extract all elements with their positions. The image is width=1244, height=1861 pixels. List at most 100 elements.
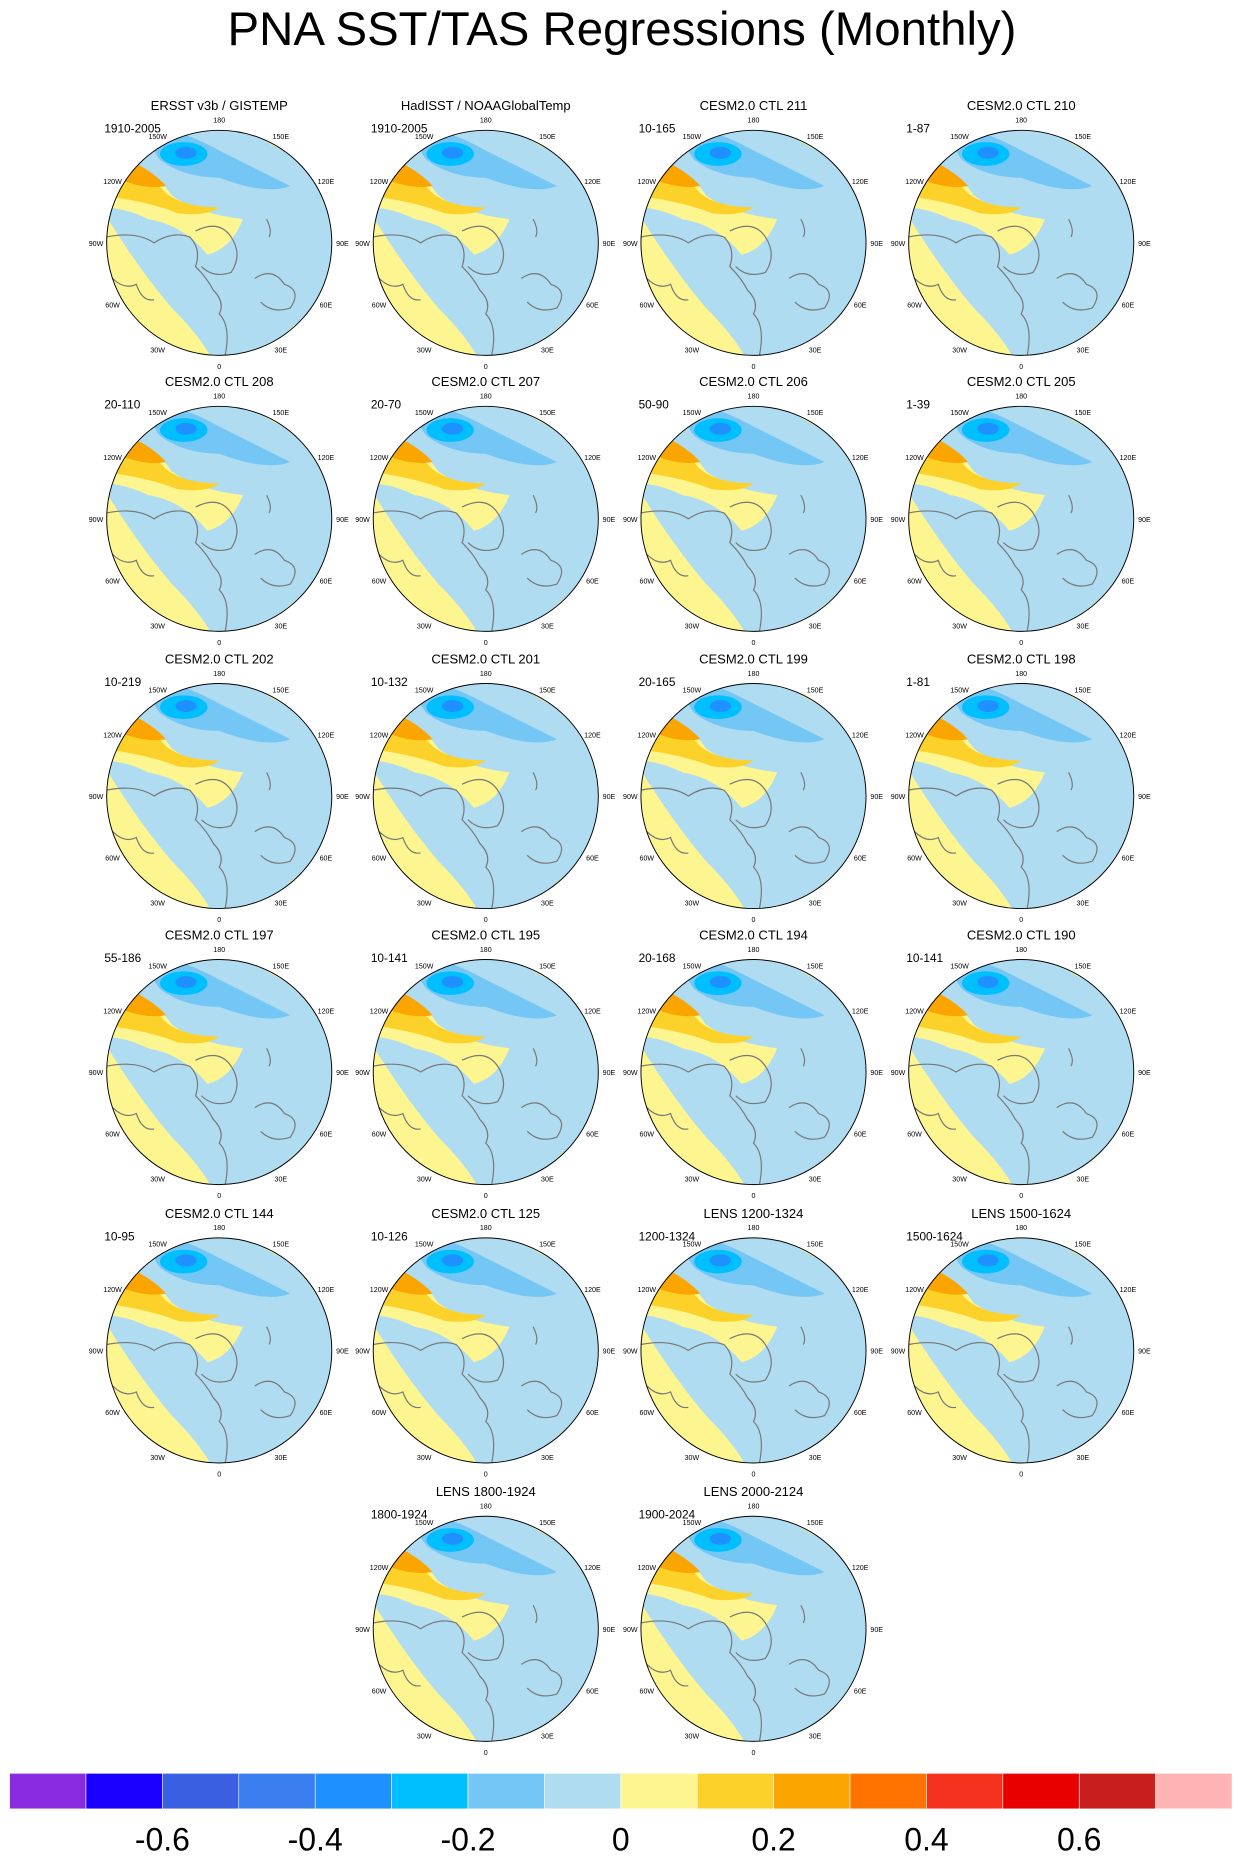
longitude-label: 150E bbox=[1075, 686, 1092, 694]
longitude-label: 120E bbox=[318, 454, 335, 462]
longitude-label: 30E bbox=[541, 900, 554, 908]
longitude-label: 150W bbox=[415, 133, 434, 141]
longitude-label: 30W bbox=[417, 1454, 432, 1462]
map-panel: LENS 1800-1924 1800-1924 180 150E 120E 90E 60E… bbox=[355, 1484, 615, 1757]
longitude-label: 120W bbox=[370, 1007, 389, 1015]
colorbar-label: -0.2 bbox=[440, 1821, 495, 1857]
longitude-label: 150W bbox=[950, 962, 969, 970]
longitude-label: 30W bbox=[952, 1176, 967, 1184]
longitude-label: 90E bbox=[870, 240, 883, 248]
longitude-label: 90W bbox=[355, 1347, 370, 1355]
longitude-label: 60E bbox=[854, 855, 867, 863]
longitude-label: 120E bbox=[584, 454, 601, 462]
longitude-label: 60E bbox=[1122, 855, 1135, 863]
longitude-label: 60E bbox=[1122, 577, 1135, 585]
longitude-label: 90W bbox=[355, 1069, 370, 1077]
panel-title: CESM2.0 CTL 198 bbox=[967, 651, 1076, 666]
longitude-label: 120W bbox=[905, 1286, 924, 1294]
longitude-label: 30E bbox=[541, 1176, 554, 1184]
longitude-label: 150E bbox=[273, 133, 290, 141]
longitude-label: 90W bbox=[891, 1069, 906, 1077]
panel-title: CESM2.0 CTL 199 bbox=[699, 651, 808, 666]
panel-title: CESM2.0 CTL 194 bbox=[699, 927, 808, 942]
longitude-label: 0 bbox=[484, 1471, 488, 1479]
map-panel: LENS 2000-2124 1900-2024 180 150E 120E 90E 60E… bbox=[623, 1484, 883, 1757]
longitude-label: 0 bbox=[217, 1471, 221, 1479]
map-panel: LENS 1500-1624 1500-1624 180 150E 120E 90E 60E… bbox=[891, 1206, 1151, 1479]
longitude-label: 90W bbox=[891, 516, 906, 524]
panel-period: 1910-2005 bbox=[104, 122, 161, 136]
panel-title: CESM2.0 CTL 205 bbox=[967, 374, 1076, 389]
longitude-label: 120W bbox=[370, 731, 389, 739]
longitude-label: 180 bbox=[1015, 117, 1027, 125]
longitude-label: 30W bbox=[150, 346, 165, 354]
longitude-label: 90E bbox=[1138, 516, 1151, 524]
longitude-label: 90W bbox=[89, 793, 104, 801]
longitude-label: 150W bbox=[148, 1241, 167, 1249]
panel-period: 20-110 bbox=[104, 398, 140, 412]
longitude-label: 30W bbox=[417, 1176, 432, 1184]
longitude-label: 150E bbox=[539, 686, 556, 694]
longitude-label: 120E bbox=[852, 1007, 869, 1015]
longitude-label: 120W bbox=[370, 1286, 389, 1294]
longitude-label: 90W bbox=[89, 1347, 104, 1355]
longitude-label: 120E bbox=[318, 1286, 335, 1294]
longitude-label: 60W bbox=[372, 301, 387, 309]
longitude-label: 30W bbox=[952, 623, 967, 631]
longitude-label: 120W bbox=[905, 1007, 924, 1015]
panel-period: 1200-1324 bbox=[639, 1229, 696, 1243]
longitude-label: 90E bbox=[603, 793, 616, 801]
longitude-label: 90E bbox=[870, 516, 883, 524]
longitude-label: 150E bbox=[273, 409, 290, 417]
longitude-label: 90W bbox=[891, 1347, 906, 1355]
map-panel: CESM2.0 CTL 210 1-87 180 150E 120E 90E 60E 30E 0… bbox=[891, 98, 1151, 371]
panel-period: 1910-2005 bbox=[371, 122, 428, 136]
longitude-label: 60W bbox=[640, 1131, 655, 1139]
panel-title: CESM2.0 CTL 208 bbox=[165, 374, 274, 389]
longitude-label: 30W bbox=[150, 1176, 165, 1184]
longitude-label: 60W bbox=[105, 1131, 120, 1139]
longitude-label: 30E bbox=[809, 346, 822, 354]
panel-period: 10-95 bbox=[104, 1229, 135, 1243]
longitude-label: 90E bbox=[1138, 793, 1151, 801]
longitude-label: 150W bbox=[148, 133, 167, 141]
colorbar-label: -0.6 bbox=[135, 1821, 190, 1857]
panel-period: 1-81 bbox=[906, 675, 930, 689]
longitude-label: 180 bbox=[748, 1224, 760, 1232]
longitude-label: 0 bbox=[752, 363, 756, 371]
longitude-label: 30E bbox=[541, 623, 554, 631]
longitude-label: 120E bbox=[584, 178, 601, 186]
longitude-label: 120W bbox=[370, 1564, 389, 1572]
longitude-label: 0 bbox=[752, 1192, 756, 1200]
longitude-label: 180 bbox=[748, 393, 760, 401]
longitude-label: 150W bbox=[683, 409, 702, 417]
longitude-label: 120E bbox=[318, 1007, 335, 1015]
longitude-label: 0 bbox=[217, 363, 221, 371]
panel-period: 10-132 bbox=[371, 675, 408, 689]
longitude-label: 90E bbox=[1138, 1069, 1151, 1077]
colorbar-label: 0 bbox=[612, 1821, 630, 1857]
longitude-label: 0 bbox=[484, 1192, 488, 1200]
longitude-label: 30E bbox=[809, 623, 822, 631]
longitude-label: 0 bbox=[752, 1471, 756, 1479]
longitude-label: 150W bbox=[415, 686, 434, 694]
longitude-label: 150W bbox=[950, 686, 969, 694]
panel-period: 55-186 bbox=[104, 951, 141, 965]
colorbar-swatch bbox=[926, 1773, 1004, 1810]
polar-map bbox=[367, 1232, 604, 1469]
longitude-label: 150W bbox=[683, 1241, 702, 1249]
map-panel: CESM2.0 CTL 202 10-219 180 150E 120E 90E 60E 30… bbox=[89, 651, 349, 924]
longitude-label: 150E bbox=[1075, 409, 1092, 417]
longitude-label: 150E bbox=[273, 962, 290, 970]
longitude-label: 60W bbox=[907, 1131, 922, 1139]
polar-map bbox=[635, 1510, 872, 1747]
longitude-label: 180 bbox=[480, 117, 492, 125]
polar-map bbox=[635, 400, 872, 637]
longitude-label: 60E bbox=[586, 301, 599, 309]
longitude-label: 60E bbox=[1122, 301, 1135, 309]
map-panel: CESM2.0 CTL 194 20-168 180 150E 120E 90E 60E 30… bbox=[623, 927, 883, 1200]
longitude-label: 120W bbox=[370, 178, 389, 186]
longitude-label: 180 bbox=[213, 1224, 225, 1232]
longitude-label: 90W bbox=[623, 240, 638, 248]
